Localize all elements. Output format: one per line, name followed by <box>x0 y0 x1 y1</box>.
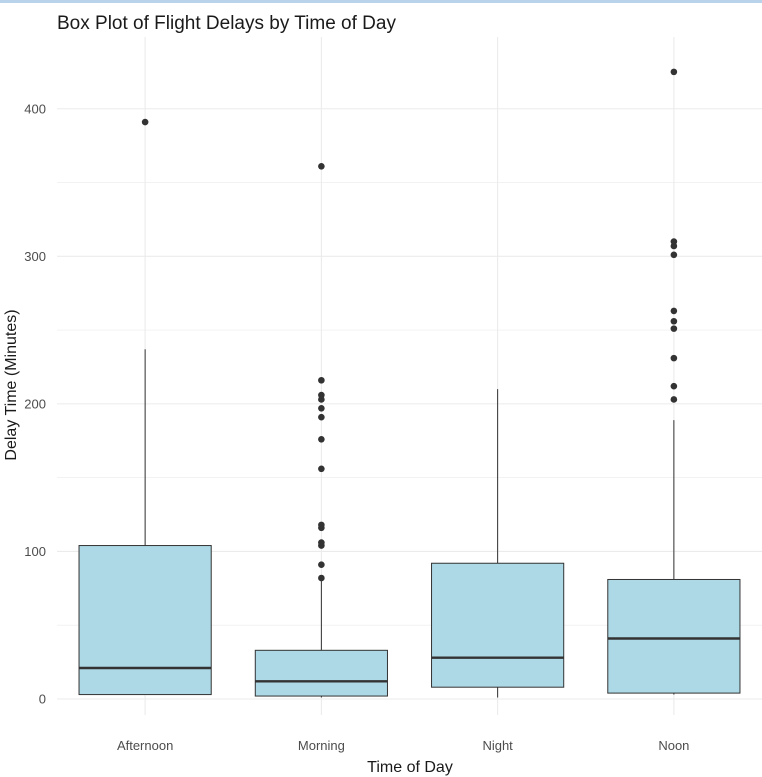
x-tick-labels: Afternoon Morning Night Noon <box>117 738 689 753</box>
x-axis-title: Time of Day <box>367 759 453 776</box>
y-tick-label: 100 <box>24 544 46 559</box>
outlier-point <box>318 435 325 443</box>
y-tick-label: 0 <box>39 692 46 707</box>
chart-title: Box Plot of Flight Delays by Time of Day <box>57 13 396 34</box>
iqr-box <box>431 562 565 688</box>
box-afternoon <box>78 118 212 696</box>
outlier-point <box>670 317 678 325</box>
outlier-point <box>318 163 325 170</box>
x-tick-label: Noon <box>658 738 689 753</box>
outlier-point <box>318 521 325 529</box>
outlier-point <box>318 465 325 473</box>
box-night <box>431 389 565 698</box>
iqr-box <box>254 649 388 697</box>
y-tick-label: 300 <box>24 249 46 264</box>
x-tick-label: Morning <box>298 738 345 753</box>
x-tick-label: Night <box>482 738 513 753</box>
outlier-point <box>318 405 325 412</box>
y-tick-label: 400 <box>24 101 46 116</box>
outlier-point <box>318 561 325 569</box>
top-accent-bar <box>0 0 762 3</box>
iqr-box <box>607 578 741 694</box>
iqr-box <box>78 545 212 696</box>
y-axis-title: Delay Time (Minutes) <box>3 309 20 460</box>
outlier-point <box>670 325 678 332</box>
y-tick-labels: 0 100 200 300 400 <box>24 101 46 706</box>
outlier-point <box>670 238 678 245</box>
outlier-point <box>318 413 325 421</box>
outlier-point <box>670 68 678 76</box>
outlier-point <box>318 376 325 384</box>
outlier-point <box>318 539 325 546</box>
outlier-point <box>318 574 325 582</box>
outlier-point <box>670 396 678 403</box>
outlier-point <box>318 391 325 399</box>
outlier-point <box>670 307 678 315</box>
box-noon <box>607 68 741 695</box>
y-tick-label: 200 <box>24 396 46 411</box>
outlier-point <box>670 354 678 362</box>
box-series <box>78 68 741 698</box>
box-morning <box>254 163 388 698</box>
outlier-point <box>670 251 678 259</box>
outlier-point <box>141 118 149 126</box>
outlier-point <box>670 382 678 390</box>
x-tick-label: Afternoon <box>117 738 173 753</box>
